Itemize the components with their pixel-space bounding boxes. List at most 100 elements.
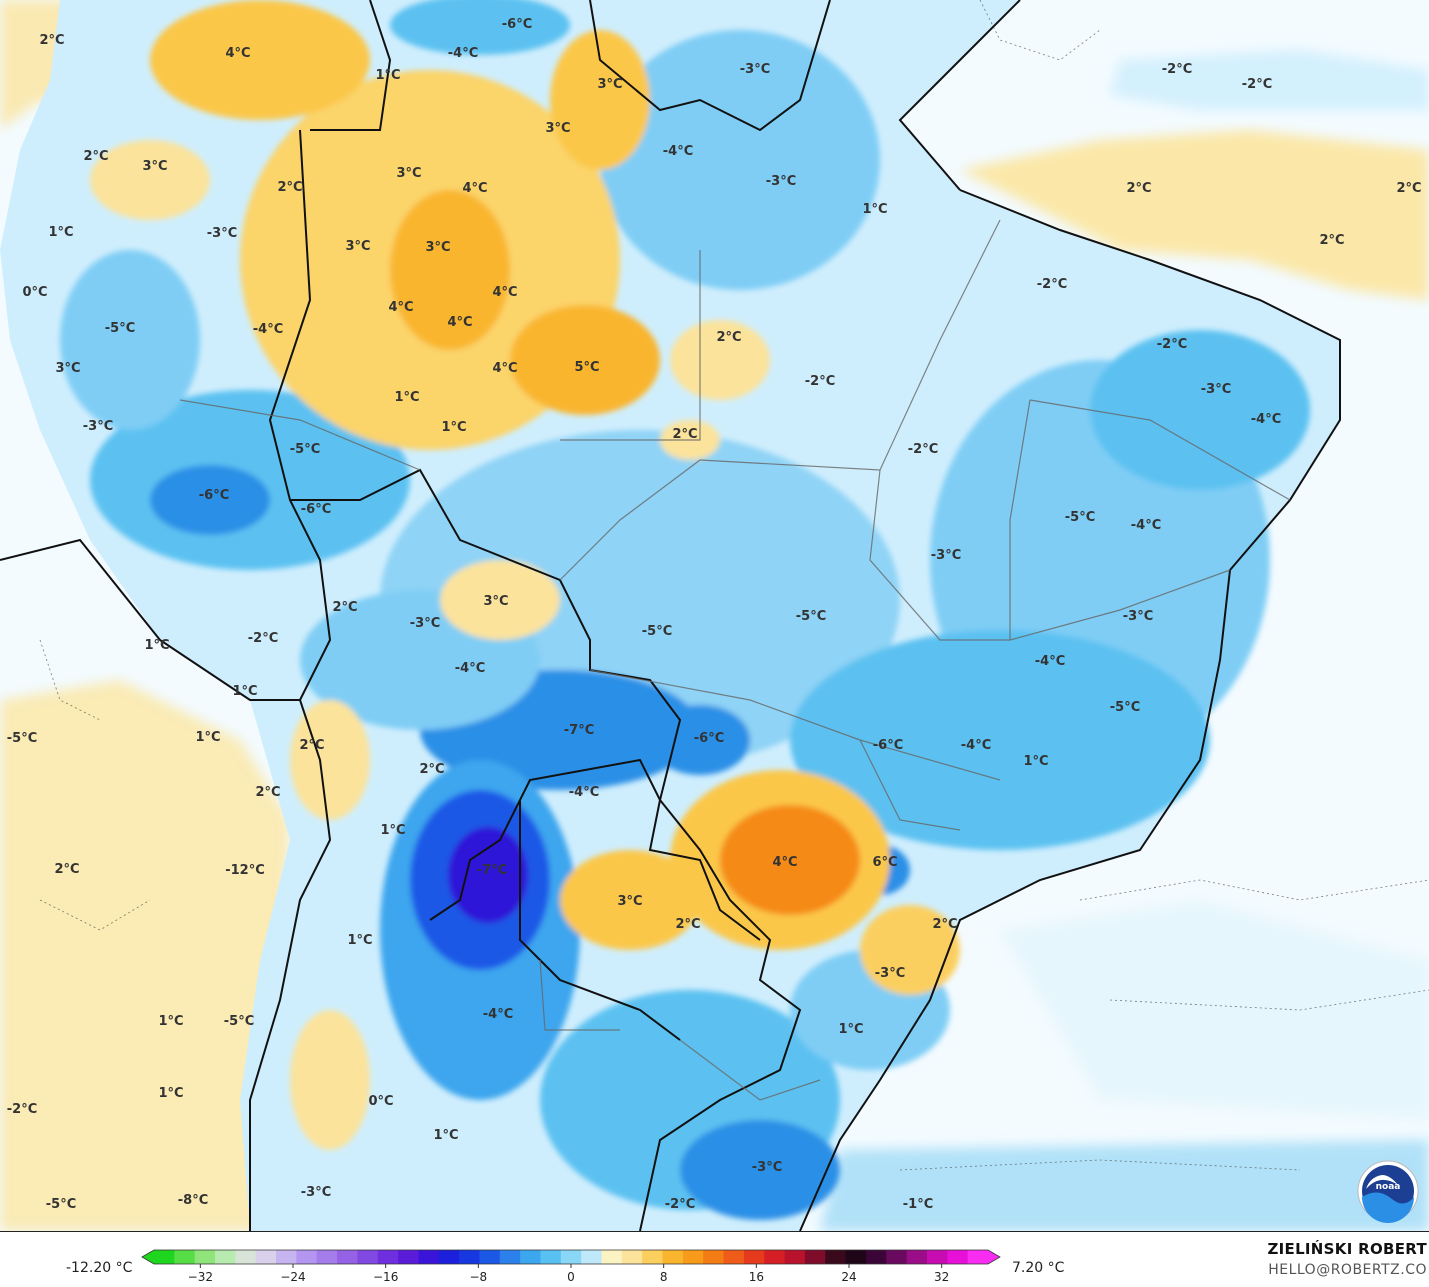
temperature-label: 3°C — [396, 166, 421, 181]
temperature-label: 3°C — [617, 894, 642, 909]
temperature-label: 1°C — [375, 68, 400, 83]
temperature-label: -5°C — [105, 321, 135, 336]
map-canvas: 2°C 4°C -6°C -4°C 1°C 3°C -3°C -2°C -2°C -4°C -3°C… — [0, 0, 1429, 1231]
temperature-label: 2°C — [255, 785, 280, 800]
temperature-label: 2°C — [419, 762, 444, 777]
colorbar-segment — [520, 1250, 542, 1264]
land-anomaly-fill — [60, 0, 1310, 1220]
colorbar-segment — [337, 1250, 359, 1264]
temperature-label: 1°C — [232, 684, 257, 699]
temperature-label: -3°C — [875, 966, 905, 981]
legend-footer: −32 −24 −16 −8 0 8 16 24 32 -12.20 °C 7.20 °C ZI… — [0, 1232, 1429, 1287]
colorbar-segment — [967, 1250, 989, 1264]
temperature-label: 1°C — [158, 1014, 183, 1029]
temperature-label: -4°C — [483, 1007, 513, 1022]
temperature-label: 3°C — [142, 159, 167, 174]
colorbar-segment — [947, 1250, 969, 1264]
temperature-label: -5°C — [796, 609, 826, 624]
temperature-label: -3°C — [83, 419, 113, 434]
author-email: HELLO@ROBERTZ.CO — [1268, 1262, 1427, 1278]
temperature-label: -6°C — [199, 488, 229, 503]
temperature-label: 4°C — [447, 315, 472, 330]
temperature-label: 1°C — [144, 638, 169, 653]
colorbar-segment — [357, 1250, 379, 1264]
temperature-label: 1°C — [394, 390, 419, 405]
contour-lines — [39, 0, 1429, 1171]
temperature-anomaly-map: 2°C 4°C -6°C -4°C 1°C 3°C -3°C -2°C -2°C -4°C -3°C… — [0, 0, 1429, 1232]
temperature-label: -4°C — [253, 322, 283, 337]
temperature-label: -5°C — [7, 731, 37, 746]
temperature-label: -2°C — [805, 374, 835, 389]
colorbar-tick-label: 24 — [841, 1270, 856, 1284]
temperature-label: -2°C — [908, 442, 938, 457]
colorbar-segment — [316, 1250, 338, 1264]
temperature-label: -8°C — [178, 1193, 208, 1208]
temperature-label: 1°C — [441, 420, 466, 435]
colorbar-segment — [377, 1250, 399, 1264]
country-borders — [0, 0, 1341, 1231]
temperature-label: -3°C — [1201, 382, 1231, 397]
temperature-label: -5°C — [46, 1197, 76, 1212]
temperature-label: 4°C — [462, 181, 487, 196]
colorbar-segment — [174, 1250, 196, 1264]
temperature-label: -4°C — [1251, 412, 1281, 427]
temperature-label: -1°C — [903, 1197, 933, 1212]
temperature-label: 3°C — [483, 594, 508, 609]
temperature-label: -2°C — [665, 1197, 695, 1212]
temperature-label: -2°C — [248, 631, 278, 646]
temperature-label: -4°C — [961, 738, 991, 753]
temperature-label: 2°C — [932, 917, 957, 932]
temperature-label: 2°C — [39, 33, 64, 48]
temperature-label: -4°C — [1131, 518, 1161, 533]
temperature-label: 1°C — [433, 1128, 458, 1143]
temperature-label: -2°C — [1242, 77, 1272, 92]
temperature-label: 1°C — [158, 1086, 183, 1101]
colorbar-segment — [743, 1250, 765, 1264]
temperature-label: -5°C — [1110, 700, 1140, 715]
temperature-label: -6°C — [502, 17, 532, 32]
temperature-label: -5°C — [290, 442, 320, 457]
colorbar-tick-label: 0 — [567, 1270, 575, 1284]
colorbar-tick-label: 16 — [749, 1270, 764, 1284]
colorbar-segment — [642, 1250, 664, 1264]
temperature-label: 5°C — [574, 360, 599, 375]
colorbar-segment — [154, 1250, 175, 1264]
temperature-label: 2°C — [299, 738, 324, 753]
colorbar-outline — [141, 1249, 1001, 1265]
temperature-label: 2°C — [675, 917, 700, 932]
colorbar-segment — [825, 1250, 847, 1264]
colorbar-segment — [784, 1250, 806, 1264]
temperature-label: 4°C — [388, 300, 413, 315]
colorbar-segment — [865, 1250, 887, 1264]
colorbar-segment — [804, 1250, 826, 1264]
temperature-label: -5°C — [224, 1014, 254, 1029]
temperature-label: 2°C — [54, 862, 79, 877]
colorbar-segment — [581, 1250, 603, 1264]
temperature-label: -6°C — [873, 738, 903, 753]
temperature-label: -4°C — [569, 785, 599, 800]
colorbar-segment — [398, 1250, 420, 1264]
colorbar-segment — [438, 1250, 460, 1264]
temperature-label: 2°C — [1126, 181, 1151, 196]
temperature-label: -7°C — [477, 863, 507, 878]
temperature-label: 2°C — [1319, 233, 1344, 248]
colorbar-segment — [418, 1250, 440, 1264]
temperature-label: -5°C — [642, 624, 672, 639]
temperature-label: -3°C — [766, 174, 796, 189]
colorbar-min-label: -12.20 °C — [66, 1260, 133, 1276]
temperature-label: -6°C — [301, 502, 331, 517]
temperature-label: -4°C — [663, 144, 693, 159]
temperature-label: 4°C — [225, 46, 250, 61]
temperature-label: 3°C — [597, 77, 622, 92]
temperature-label: 1°C — [195, 730, 220, 745]
temperature-label: 1°C — [1023, 754, 1048, 769]
colorbar-segment — [540, 1250, 562, 1264]
colorbar-segment — [296, 1250, 318, 1264]
temperature-label: 3°C — [55, 361, 80, 376]
temperature-label: 0°C — [368, 1094, 393, 1109]
temperature-label: -4°C — [448, 46, 478, 61]
colorbar-min-arrow — [142, 1250, 154, 1264]
temperature-label: -3°C — [752, 1160, 782, 1175]
colorbar-segment — [479, 1250, 501, 1264]
colorbar-tick-label: −24 — [280, 1270, 305, 1284]
